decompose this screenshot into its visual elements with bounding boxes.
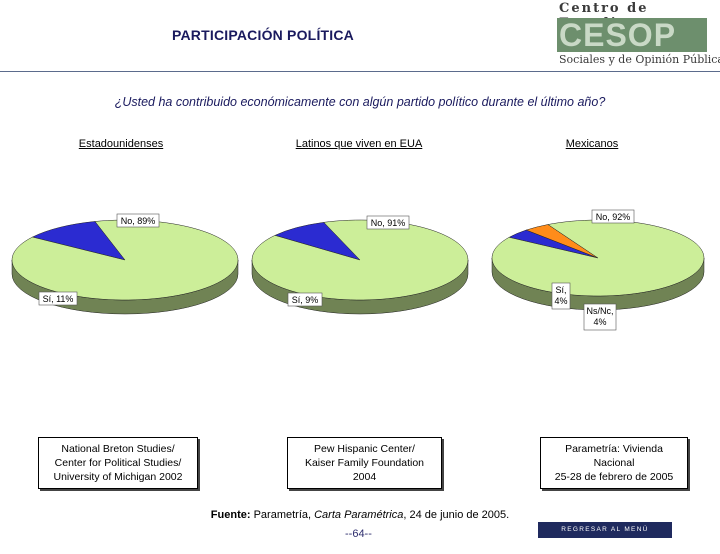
source-box-mexicanos: Parametría: Vivienda Nacional 25-28 de f…	[540, 437, 688, 489]
data-label: Sí, 4%	[554, 285, 567, 306]
source-line: Center for Political Studies/	[54, 457, 182, 469]
pie-slice	[491, 219, 705, 297]
data-label-box	[287, 292, 323, 307]
data-label: No, 92%	[596, 212, 631, 222]
data-label-box	[591, 209, 635, 224]
source-line: 25-28 de febrero de 2005	[554, 471, 674, 483]
page-title: PARTICIPACIÓN POLÍTICA	[172, 27, 354, 43]
survey-question: ¿Usted ha contribuido económicamente con…	[114, 95, 606, 109]
source-box-estadounidenses: National Breton Studies/ Center for Poli…	[38, 437, 198, 489]
data-label-box	[551, 282, 571, 310]
header-divider	[0, 71, 720, 72]
source-line: National Breton Studies/	[61, 443, 175, 455]
data-label: No, 91%	[371, 218, 406, 228]
chart-title-mexicanos: Mexicanos	[565, 138, 619, 150]
source-footnote: Fuente: Parametría, Carta Paramétrica, 2…	[0, 509, 720, 521]
cesop-logo: Centro de Estudios CESOP Sociales y de O…	[553, 0, 720, 72]
pie-slice	[31, 221, 126, 261]
data-label: No, 89%	[121, 216, 156, 226]
pie-chart-estadounidenses: No, 89% Sí, 11%	[11, 213, 239, 315]
data-label: Sí, 9%	[292, 295, 319, 305]
source-line: Parametría: Vivienda	[565, 443, 663, 455]
chart-title-estadounidenses: Estadounidenses	[78, 138, 164, 150]
logo-mark: CESOP	[557, 18, 707, 52]
back-to-main-menu-button[interactable]: REGRESAR AL MENÚ PRINCIPAL	[538, 522, 672, 549]
footnote-label: Fuente:	[210, 509, 251, 521]
source-box-latinos: Pew Hispanic Center/ Kaiser Family Found…	[287, 437, 442, 489]
data-label-box	[38, 291, 78, 306]
source-line: Kaiser Family Foundation	[304, 457, 425, 469]
page-number: --64--	[345, 528, 372, 540]
footnote-publication: Carta Paramétrica	[314, 509, 404, 521]
pie-chart-latinos: No, 91% Sí, 9%	[251, 215, 469, 315]
source-line: University of Michigan 2002	[53, 471, 183, 483]
data-label-box	[116, 213, 160, 228]
data-label-box	[583, 303, 617, 331]
data-label: Ns/Nc, 4%	[587, 306, 614, 327]
source-line: Nacional	[593, 457, 635, 469]
chart-title-latinos: Latinos que viven en EUA	[295, 138, 423, 150]
pie-chart-mexicanos: No, 92% Sí, 4% Ns/Nc, 4%	[491, 209, 705, 331]
footnote-text: Parametría,	[250, 509, 315, 521]
pie-slice	[251, 219, 469, 301]
logo-bottom-text: Sociales y de Opinión Pública	[559, 53, 720, 66]
footnote-date: , 24 de junio de 2005.	[403, 509, 510, 521]
source-line: 2004	[352, 471, 377, 483]
data-label-box	[366, 215, 410, 230]
data-label: Sí, 11%	[43, 294, 74, 304]
pie-charts: No, 89% Sí, 11% No, 91% Sí, 9% No, 92% Sí, 4…	[11, 209, 705, 331]
source-line: Pew Hispanic Center/	[314, 443, 415, 455]
pie-slice	[11, 219, 239, 301]
